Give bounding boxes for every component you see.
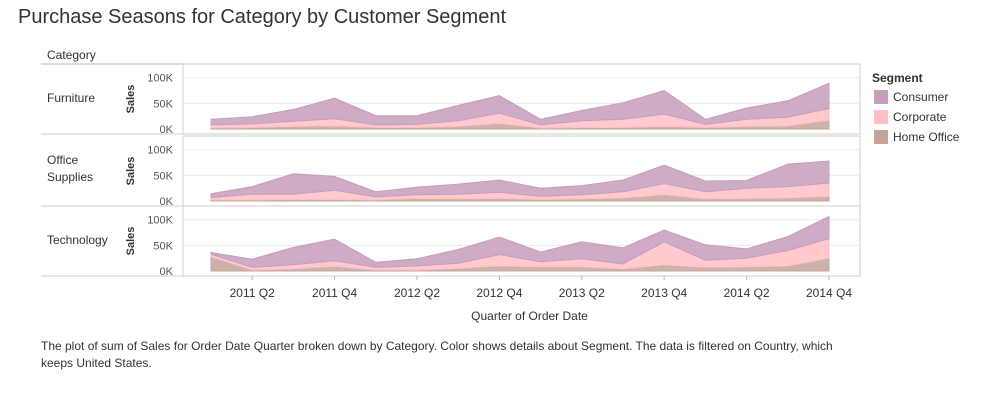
y-tick-label: 50K <box>153 98 173 110</box>
x-tick-label: 2013 Q2 <box>559 286 605 300</box>
legend-label-corporate: Corporate <box>893 110 947 124</box>
chart-canvas: Category 0K 50K 100K Sales Furniture 0K 50K 100K… <box>41 48 960 323</box>
row-header-category: Category <box>47 48 96 62</box>
legend-label-home-office: Home Office <box>893 130 960 144</box>
x-tick-label: 2011 Q2 <box>230 286 275 300</box>
legend-swatch-home-office <box>874 130 888 144</box>
category-label: Furniture <box>47 91 95 105</box>
legend-title: Segment <box>872 71 923 85</box>
legend-label-consumer: Consumer <box>893 90 948 104</box>
y-tick-label: 100K <box>147 215 173 227</box>
category-label: Supplies <box>47 170 93 184</box>
area-consumer <box>210 215 830 268</box>
legend-swatch-consumer <box>874 90 888 104</box>
y-tick-label: 100K <box>147 145 173 157</box>
y-tick-label: 50K <box>153 240 173 252</box>
x-tick-label: 2013 Q4 <box>641 286 687 300</box>
panel-frame <box>182 63 861 135</box>
x-axis-title: Quarter of Order Date <box>471 309 588 323</box>
x-tick-label: 2014 Q4 <box>806 286 852 300</box>
chart-title: Purchase Seasons for Category by Custome… <box>18 6 507 28</box>
y-tick-label: 50K <box>153 170 173 182</box>
area-consumer <box>210 82 830 126</box>
category-label: Office <box>47 153 78 167</box>
y-tick-label: 0K <box>160 124 174 136</box>
y-tick-label: 0K <box>160 266 174 278</box>
area-consumer <box>210 160 830 198</box>
x-tick-label: 2011 Q4 <box>312 286 357 300</box>
x-tick-label: 2012 Q4 <box>476 286 522 300</box>
legend-swatch-corporate <box>874 110 888 124</box>
y-tick-label: 100K <box>147 73 173 85</box>
chart-caption: The plot of sum of Sales for Order Date … <box>41 339 833 370</box>
panel-frame <box>182 205 861 277</box>
x-tick-label: 2014 Q2 <box>724 286 770 300</box>
y-axis-title: Sales <box>125 85 137 114</box>
y-axis-title: Sales <box>125 157 137 186</box>
x-tick-label: 2012 Q2 <box>394 286 440 300</box>
y-tick-label: 0K <box>160 196 174 208</box>
category-label: Technology <box>47 233 108 247</box>
y-axis-title: Sales <box>125 227 137 256</box>
